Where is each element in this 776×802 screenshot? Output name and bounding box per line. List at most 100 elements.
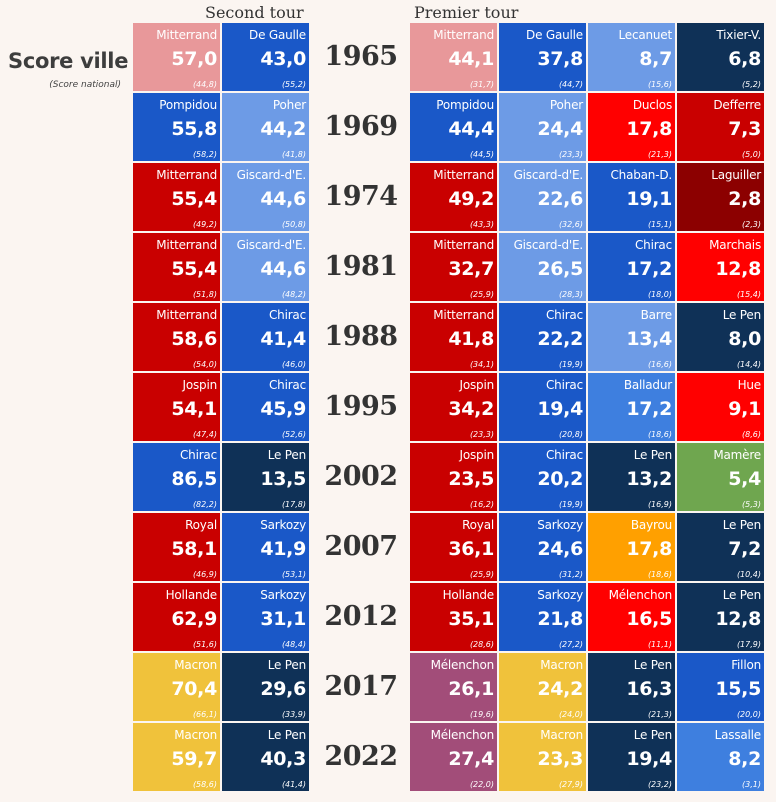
national-score: (58,6) — [192, 780, 217, 789]
national-score: (48,4) — [281, 640, 306, 649]
city-score: 21,8 — [537, 608, 583, 630]
city-score: 7,2 — [728, 538, 761, 560]
cell-first-le-pen: Le Pen 12,8 (17,9) — [677, 583, 764, 651]
national-score: (17,8) — [281, 500, 306, 509]
candidate-name: Lecanuet — [618, 28, 672, 42]
candidate-name: Mélenchon — [430, 728, 495, 742]
candidate-name: Mamère — [713, 448, 761, 462]
cell-second-mitterrand: Mitterrand 57,0 (44,8) — [133, 23, 220, 91]
cell-first-sarkozy: Sarkozy 21,8 (27,2) — [499, 583, 586, 651]
national-score: (28,6) — [469, 640, 494, 649]
cell-first-chaban-d: Chaban-D. 19,1 (15,1) — [588, 163, 675, 231]
candidate-name: Lassalle — [714, 728, 762, 742]
city-score: 44,1 — [448, 48, 494, 70]
cell-second-sarkozy: Sarkozy 41,9 (53,1) — [222, 513, 309, 581]
cell-first-melenchon: Mélenchon 16,5 (11,1) — [588, 583, 675, 651]
cell-first-melenchon: Mélenchon 27,4 (22,0) — [410, 723, 497, 791]
cell-first-de-gaulle: De Gaulle 37,8 (44,7) — [499, 23, 586, 91]
candidate-name: Le Pen — [633, 658, 672, 672]
candidate-name: Jospin — [459, 448, 495, 462]
candidate-name: Macron — [174, 728, 217, 742]
cell-second-chirac: Chirac 86,5 (82,2) — [133, 443, 220, 511]
candidate-name: Laguiller — [711, 168, 761, 182]
city-score: 23,3 — [537, 748, 583, 770]
cell-first-sarkozy: Sarkozy 24,6 (31,2) — [499, 513, 586, 581]
candidate-name: Mélenchon — [608, 588, 673, 602]
cell-first-mitterrand: Mitterrand 32,7 (25,9) — [410, 233, 497, 301]
national-score: (49,2) — [192, 220, 217, 229]
city-score: 17,8 — [626, 118, 672, 140]
city-score: 55,4 — [171, 188, 217, 210]
cell-first-giscard-d-e: Giscard-d'E. 22,6 (32,6) — [499, 163, 586, 231]
national-score: (24,0) — [558, 710, 583, 719]
year-label: 1995 — [324, 391, 398, 422]
national-score: (19,9) — [558, 500, 583, 509]
cell-second-le-pen: Le Pen 40,3 (41,4) — [222, 723, 309, 791]
candidate-name: Sarkozy — [537, 518, 583, 532]
cell-second-le-pen: Le Pen 13,5 (17,8) — [222, 443, 309, 511]
candidate-name: Le Pen — [267, 658, 306, 672]
candidate-name: Royal — [462, 518, 494, 532]
city-score: 22,6 — [537, 188, 583, 210]
city-score: 17,2 — [626, 258, 672, 280]
city-score: 26,5 — [537, 258, 583, 280]
national-score: (5,2) — [742, 80, 761, 89]
cell-first-mitterrand: Mitterrand 49,2 (43,3) — [410, 163, 497, 231]
cell-second-macron: Macron 59,7 (58,6) — [133, 723, 220, 791]
year-label: 2017 — [324, 671, 398, 702]
second-round-header: Second tour — [205, 3, 304, 22]
year-label: 1974 — [324, 181, 398, 212]
cell-second-hollande: Hollande 62,9 (51,6) — [133, 583, 220, 651]
candidate-name: Marchais — [709, 238, 761, 252]
cell-first-chirac: Chirac 20,2 (19,9) — [499, 443, 586, 511]
city-score: 23,5 — [448, 468, 494, 490]
cell-second-sarkozy: Sarkozy 31,1 (48,4) — [222, 583, 309, 651]
national-score: (54,0) — [192, 360, 217, 369]
city-score: 13,4 — [626, 328, 672, 350]
city-score: 9,1 — [728, 398, 761, 420]
national-score: (15,4) — [736, 290, 761, 299]
candidate-name: Mitterrand — [156, 168, 217, 182]
national-score: (51,8) — [192, 290, 217, 299]
candidate-name: Poher — [272, 98, 306, 112]
national-score: (21,3) — [647, 150, 672, 159]
city-score: 45,9 — [260, 398, 306, 420]
city-score: 20,2 — [537, 468, 583, 490]
national-score: (55,2) — [281, 80, 306, 89]
candidate-name: Chirac — [545, 308, 583, 322]
city-score: 13,5 — [260, 468, 306, 490]
city-score: 27,4 — [448, 748, 494, 770]
city-score: 36,1 — [448, 538, 494, 560]
cell-first-balladur: Balladur 17,2 (18,6) — [588, 373, 675, 441]
city-score: 55,8 — [171, 118, 217, 140]
national-score: (28,3) — [558, 290, 583, 299]
national-score: (58,2) — [192, 150, 217, 159]
cell-first-hollande: Hollande 35,1 (28,6) — [410, 583, 497, 651]
cell-first-melenchon: Mélenchon 26,1 (19,6) — [410, 653, 497, 721]
candidate-name: Chirac — [545, 378, 583, 392]
national-score: (21,3) — [647, 710, 672, 719]
legend-subtitle: (Score national) — [49, 80, 121, 90]
candidate-name: Le Pen — [267, 448, 306, 462]
candidate-name: Le Pen — [722, 518, 761, 532]
national-score: (31,2) — [558, 570, 583, 579]
city-score: 24,4 — [537, 118, 583, 140]
city-score: 12,8 — [715, 608, 761, 630]
cell-first-lecanuet: Lecanuet 8,7 (15,6) — [588, 23, 675, 91]
candidate-name: Chirac — [545, 448, 583, 462]
national-score: (66,1) — [192, 710, 217, 719]
national-score: (31,7) — [469, 80, 494, 89]
candidate-name: Le Pen — [267, 728, 306, 742]
city-score: 24,2 — [537, 678, 583, 700]
national-score: (25,9) — [469, 570, 494, 579]
city-score: 86,5 — [171, 468, 217, 490]
candidate-name: Defferre — [713, 98, 761, 112]
national-score: (47,4) — [192, 430, 217, 439]
cell-first-lassalle: Lassalle 8,2 (3,1) — [677, 723, 764, 791]
national-score: (16,6) — [647, 360, 672, 369]
candidate-name: Le Pen — [633, 728, 672, 742]
national-score: (23,2) — [647, 780, 672, 789]
national-score: (20,0) — [736, 710, 761, 719]
candidate-name: Macron — [540, 658, 583, 672]
city-score: 44,6 — [260, 188, 306, 210]
